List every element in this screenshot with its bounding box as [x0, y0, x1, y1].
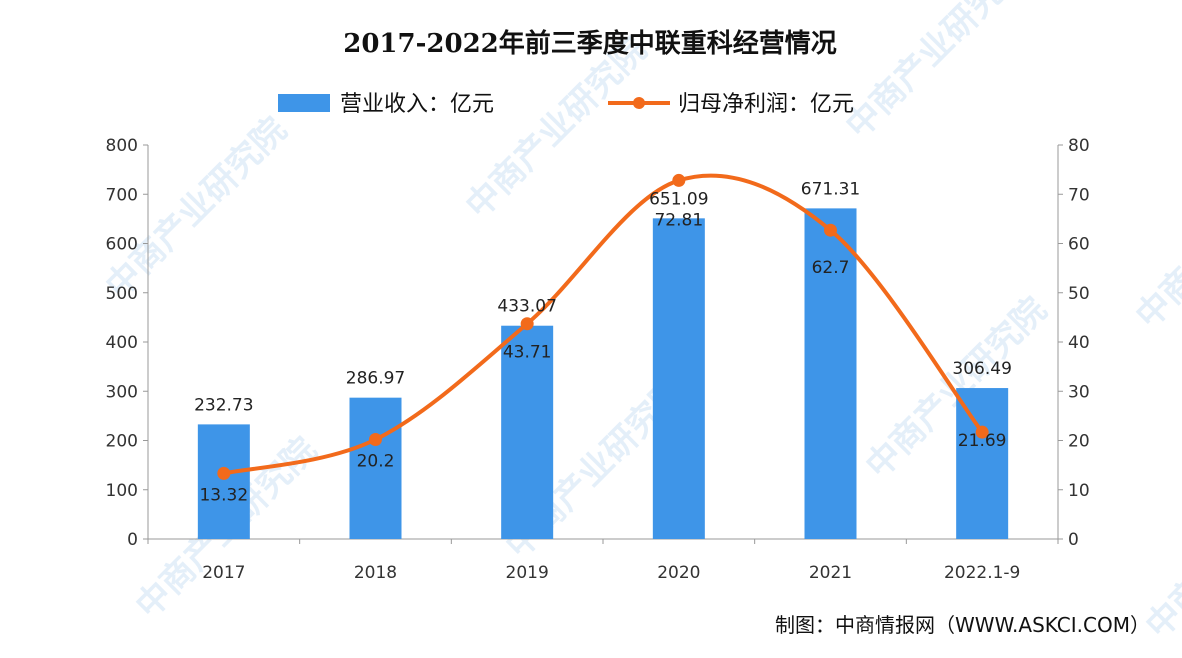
legend-bar-label: 营业收入：亿元: [340, 92, 494, 117]
bar-revenue: [197, 424, 250, 539]
bar-revenue: [349, 397, 402, 539]
line-point-net-profit: [217, 466, 231, 480]
y-right-tick-label: 30: [1068, 382, 1090, 402]
watermark-text: 中商产业研究院: [458, 30, 655, 227]
line-data-label: 43.71: [503, 343, 552, 363]
y-left-tick-label: 600: [106, 235, 138, 255]
y-left-tick-label: 800: [106, 136, 138, 156]
bar-revenue: [804, 208, 857, 539]
line-point-net-profit: [975, 425, 989, 439]
bar-data-label: 651.09: [649, 189, 708, 209]
source-note: 制图：中商情报网（WWW.ASKCI.COM）: [775, 613, 1150, 637]
line-point-net-profit: [672, 173, 686, 187]
line-net-profit: [223, 173, 984, 476]
bar-data-label: 232.73: [194, 395, 253, 415]
line-data-label: 72.81: [654, 210, 703, 230]
bar-data-label: 306.49: [952, 359, 1011, 379]
x-tick-label: 2022.1-9: [944, 563, 1020, 583]
y-left-tick-label: 200: [106, 432, 138, 452]
y-left-tick-label: 300: [106, 382, 138, 402]
y-right-tick-label: 80: [1068, 136, 1090, 156]
y-left-tick-label: 100: [106, 481, 138, 501]
y-right-tick-label: 20: [1068, 432, 1090, 452]
line-point-net-profit: [824, 223, 837, 237]
chart-title: 2017-2022年前三季度中联重科经营情况: [343, 28, 837, 59]
x-tick-label: 2019: [506, 563, 549, 583]
plot-area: 0 100 200 300 400 500 600 700 800 0 10 20 30 40 50 60 70…: [106, 136, 1090, 583]
line-point-net-profit: [520, 317, 534, 331]
legend-bar-swatch: [278, 94, 330, 112]
bar-data-label: 671.31: [801, 179, 860, 199]
y-left-tick-label: 500: [106, 284, 138, 304]
watermark-layer: 中商产业研究院 中商产业研究院 中商产业研究院中商产业研究院中商产业研究院中商产业研…: [98, 0, 1182, 646]
legend-line-label: 归母净利润：亿元: [678, 92, 854, 117]
x-tick-label: 2017: [202, 563, 245, 583]
bar-revenue: [956, 388, 1009, 539]
y-right-tick-label: 70: [1068, 185, 1090, 205]
line-point-net-profit: [369, 433, 382, 447]
y-left-tick-label: 400: [106, 333, 138, 353]
line-data-label: 62.7: [812, 258, 850, 278]
x-tick-label: 2018: [354, 563, 397, 583]
watermark-text: 中商产业研究院: [1128, 140, 1182, 337]
bar-data-label: 433.07: [497, 297, 556, 317]
line-data-label: 20.2: [357, 452, 395, 472]
y-right-tick-label: 40: [1068, 333, 1090, 353]
y-right-tick-label: 50: [1068, 284, 1090, 304]
watermark-text: 中商产业研究院: [838, 0, 1035, 146]
line-data-label: 13.32: [199, 485, 248, 505]
y-left-tick-label: 700: [106, 185, 138, 205]
y-right-tick-label: 10: [1068, 481, 1090, 501]
y-right-tick-label: 0: [1068, 530, 1079, 550]
y-right-tick-label: 60: [1068, 235, 1090, 255]
x-tick-label: 2020: [657, 563, 700, 583]
legend-line-marker: [633, 97, 645, 109]
x-tick-label: 2021: [809, 563, 852, 583]
bar-revenue: [501, 325, 554, 539]
y-left-tick-label: 0: [127, 530, 138, 550]
line-data-label: 21.69: [958, 431, 1007, 451]
bar-data-label: 286.97: [346, 369, 405, 389]
bar-revenue: [652, 218, 705, 539]
legend: 营业收入：亿元 归母净利润：亿元: [278, 92, 854, 117]
